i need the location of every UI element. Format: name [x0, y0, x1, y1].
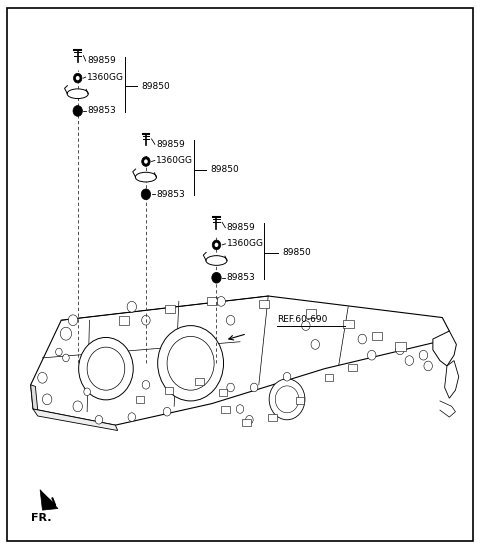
Text: 89859: 89859: [227, 223, 255, 232]
Circle shape: [68, 315, 78, 326]
Circle shape: [227, 315, 235, 325]
Text: 89859: 89859: [87, 57, 116, 65]
Circle shape: [128, 413, 135, 422]
Text: 89853: 89853: [227, 273, 255, 282]
Text: 1360GG: 1360GG: [87, 72, 124, 82]
Circle shape: [212, 272, 221, 283]
Circle shape: [73, 401, 83, 412]
Circle shape: [56, 348, 62, 356]
Circle shape: [95, 416, 103, 424]
Circle shape: [227, 383, 234, 392]
Bar: [306, 309, 316, 317]
Circle shape: [236, 405, 244, 413]
Circle shape: [127, 301, 136, 312]
Text: 89850: 89850: [282, 249, 311, 257]
Circle shape: [157, 326, 224, 401]
Text: 89859: 89859: [156, 140, 185, 149]
Circle shape: [311, 340, 320, 349]
Bar: [135, 395, 144, 402]
Circle shape: [84, 388, 90, 395]
Circle shape: [142, 380, 150, 389]
Text: 1360GG: 1360GG: [156, 156, 193, 165]
Ellipse shape: [206, 256, 227, 265]
Circle shape: [141, 189, 151, 200]
Polygon shape: [433, 331, 456, 366]
Circle shape: [396, 345, 404, 355]
Bar: [324, 374, 333, 381]
Circle shape: [215, 243, 218, 247]
Circle shape: [358, 334, 367, 344]
Bar: [372, 332, 382, 340]
Circle shape: [212, 240, 221, 250]
Text: 89850: 89850: [211, 165, 240, 174]
Circle shape: [424, 361, 432, 371]
Bar: [119, 316, 130, 324]
Circle shape: [217, 296, 226, 306]
Circle shape: [63, 354, 69, 362]
Polygon shape: [31, 296, 449, 425]
Text: 1360GG: 1360GG: [227, 239, 264, 248]
Bar: [344, 320, 354, 328]
Bar: [195, 378, 204, 385]
Bar: [221, 406, 229, 413]
Polygon shape: [40, 490, 58, 510]
Polygon shape: [33, 409, 118, 430]
Circle shape: [246, 416, 253, 424]
Ellipse shape: [67, 89, 88, 99]
Text: REF.60-690: REF.60-690: [276, 315, 327, 324]
Text: 89850: 89850: [141, 82, 170, 91]
Polygon shape: [31, 385, 38, 410]
Circle shape: [301, 321, 310, 330]
Bar: [348, 365, 357, 371]
Circle shape: [60, 327, 72, 340]
Circle shape: [275, 386, 299, 413]
Circle shape: [419, 350, 428, 360]
Bar: [207, 296, 217, 305]
Text: 89853: 89853: [87, 107, 116, 115]
Circle shape: [76, 76, 80, 80]
Circle shape: [167, 337, 214, 390]
Circle shape: [142, 156, 150, 166]
Bar: [296, 396, 304, 404]
Circle shape: [163, 407, 171, 416]
Bar: [242, 419, 251, 426]
Circle shape: [405, 356, 414, 366]
Circle shape: [73, 73, 82, 83]
Circle shape: [283, 372, 291, 381]
Circle shape: [73, 105, 83, 116]
Circle shape: [251, 383, 258, 392]
Text: FR.: FR.: [31, 513, 51, 523]
Circle shape: [79, 338, 133, 400]
Circle shape: [144, 159, 148, 164]
Circle shape: [87, 347, 125, 390]
Bar: [219, 389, 228, 395]
Text: 89853: 89853: [156, 190, 185, 199]
Bar: [165, 305, 175, 313]
Circle shape: [42, 394, 52, 405]
Circle shape: [368, 350, 376, 360]
Bar: [259, 300, 269, 309]
Circle shape: [142, 315, 150, 325]
Bar: [395, 342, 406, 351]
Circle shape: [269, 379, 305, 420]
Ellipse shape: [135, 172, 156, 182]
Polygon shape: [444, 361, 459, 398]
Bar: [268, 414, 276, 421]
Bar: [165, 387, 173, 394]
Circle shape: [38, 372, 47, 383]
